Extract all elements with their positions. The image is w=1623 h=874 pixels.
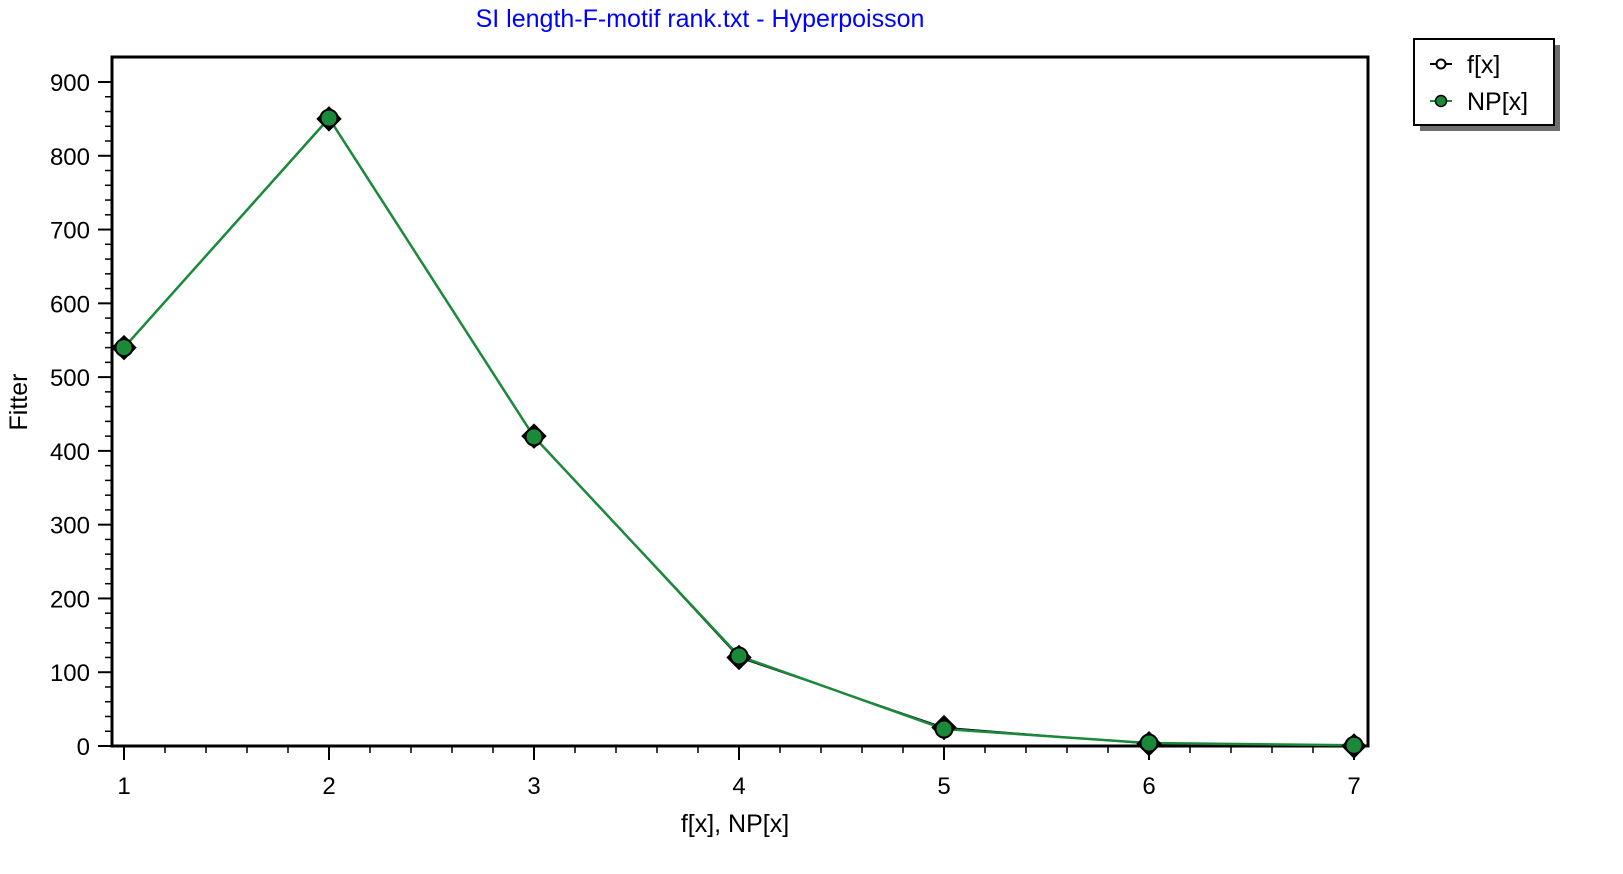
- y-axis: 0 100 200 300 400 500 600 700 800 900: [50, 70, 112, 761]
- y-tick-label: 700: [50, 218, 90, 245]
- x-tick-label: 2: [322, 773, 335, 800]
- plot-frame: [110, 55, 1370, 748]
- npx-point: [524, 427, 544, 447]
- legend-marker-fx: [1435, 58, 1447, 70]
- legend-marker-npx: [1434, 94, 1448, 108]
- legend-label: f[x]: [1467, 51, 1500, 79]
- y-tick-label: 500: [50, 365, 90, 392]
- y-tick-label: 0: [77, 734, 90, 761]
- x-tick-label: 3: [527, 773, 540, 800]
- npx-point: [1344, 735, 1364, 755]
- y-tick-label: 200: [50, 586, 90, 613]
- y-tick-label: 400: [50, 439, 90, 466]
- x-axis-title: f[x], NP[x]: [681, 810, 789, 838]
- plot-area: [110, 55, 1370, 748]
- y-tick-label: 800: [50, 144, 90, 171]
- x-axis: 1 2 3 4 5 6 7: [117, 746, 1361, 800]
- legend-box: [1413, 38, 1555, 126]
- y-tick-label: 600: [50, 291, 90, 318]
- npx-point: [1139, 733, 1159, 753]
- legend-label: NP[x]: [1467, 88, 1528, 116]
- series-layer: [111, 106, 1367, 759]
- npx-point: [934, 719, 954, 739]
- x-tick-label: 6: [1142, 773, 1155, 800]
- npx-point: [319, 108, 339, 128]
- npx-point: [729, 646, 749, 666]
- chart-title: SI length-F-motif rank.txt - Hyperpoisso…: [476, 5, 925, 33]
- legend: f[x] NP[x]: [1413, 38, 1560, 131]
- y-axis-title: Fitter: [5, 374, 33, 431]
- x-tick-label: 7: [1347, 773, 1360, 800]
- y-tick-label: 100: [50, 660, 90, 687]
- npx-point: [114, 338, 134, 358]
- x-tick-label: 4: [732, 773, 745, 800]
- x-tick-label: 1: [117, 773, 130, 800]
- y-tick-label: 300: [50, 513, 90, 540]
- y-tick-label: 900: [50, 70, 90, 97]
- x-tick-label: 5: [937, 773, 950, 800]
